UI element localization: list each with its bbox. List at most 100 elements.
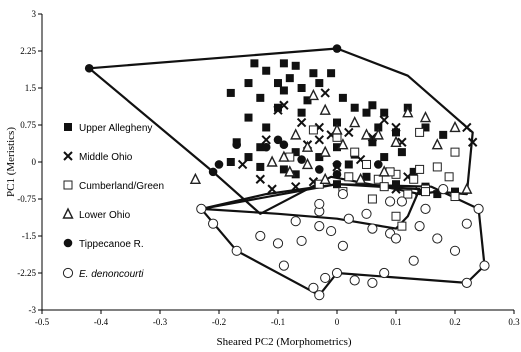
data-point (309, 69, 318, 78)
data-point (226, 88, 235, 97)
data-point (308, 282, 319, 293)
data-point (261, 135, 271, 145)
data-point (314, 179, 324, 189)
data-point (255, 174, 266, 184)
data-point (244, 153, 253, 162)
data-point (337, 138, 349, 150)
data-point (378, 165, 390, 177)
data-point (367, 132, 378, 143)
data-point (315, 153, 324, 162)
y-tick-label: -3 (29, 305, 37, 315)
data-point (461, 182, 473, 194)
data-point (374, 123, 383, 132)
data-point (337, 240, 348, 251)
data-point (449, 120, 461, 133)
data-point (297, 108, 306, 117)
x-tick-label: -0.2 (212, 317, 226, 327)
data-point (296, 117, 307, 128)
y-tick-label: 0.75 (20, 120, 36, 130)
data-point (84, 63, 94, 73)
data-point (290, 128, 302, 140)
data-point (290, 216, 301, 227)
data-point (279, 59, 288, 68)
legend-marker (63, 180, 73, 190)
x-tick-label: -0.5 (35, 317, 50, 327)
data-point (250, 59, 259, 68)
data-point (420, 203, 431, 214)
data-point (320, 272, 331, 284)
data-point (333, 143, 341, 152)
data-point (237, 159, 248, 170)
data-point (332, 170, 342, 179)
data-point (450, 192, 460, 202)
legend-background (60, 180, 150, 192)
data-point (291, 170, 300, 179)
data-point (244, 79, 253, 88)
data-point (379, 267, 390, 279)
y-tick-label: 0 (32, 157, 37, 167)
data-point (256, 93, 265, 102)
data-point (349, 275, 360, 286)
series-4 (84, 44, 383, 179)
data-point (392, 180, 400, 189)
data-point (390, 233, 402, 244)
legend-background (60, 122, 150, 134)
data-point (380, 153, 389, 162)
data-point (449, 245, 461, 256)
data-point (367, 277, 378, 288)
legend: Upper Allegheny Middle Ohio Cumberland/Gre… (60, 122, 164, 280)
data-point (379, 115, 389, 125)
legend-item: Cumberland/Green (60, 180, 164, 192)
data-point (272, 238, 284, 249)
data-point (367, 194, 377, 204)
data-point (244, 113, 253, 122)
data-point (301, 140, 314, 152)
data-point (327, 69, 336, 78)
data-point (314, 290, 325, 301)
data-point (374, 160, 383, 169)
data-point (332, 160, 342, 169)
data-point (307, 88, 320, 101)
data-point (414, 221, 425, 232)
data-point (419, 111, 432, 123)
data-point (314, 221, 325, 232)
x-axis-label: Sheared PC2 (Morphometrics) (216, 336, 351, 348)
data-point (380, 108, 389, 117)
data-point (279, 100, 289, 110)
data-point (315, 79, 324, 88)
data-point (349, 115, 361, 128)
data-point (391, 184, 401, 194)
data-point (403, 189, 413, 199)
data-point (421, 123, 430, 132)
data-point (344, 172, 354, 182)
legend-item: Middle Ohio (60, 151, 150, 163)
data-point (397, 221, 407, 231)
legend-background (60, 209, 150, 221)
legend-background (60, 268, 150, 280)
data-point (296, 235, 307, 247)
data-point (402, 106, 414, 118)
data-point (373, 174, 383, 184)
data-point (354, 172, 367, 184)
data-point (214, 160, 224, 169)
data-point (421, 187, 430, 197)
data-point (278, 260, 289, 271)
y-tick-label: 1.5 (25, 83, 37, 93)
data-point (314, 135, 325, 145)
y-tick-label: 2.25 (20, 46, 36, 56)
data-point (208, 167, 218, 177)
series-2 (285, 125, 460, 231)
data-point (319, 145, 331, 157)
legend-label: Tippecanoe R. (79, 239, 144, 250)
legend-background (60, 151, 150, 163)
data-point (433, 190, 442, 199)
x-tick-label: 0 (335, 317, 340, 327)
data-point (274, 79, 282, 88)
data-point (479, 260, 490, 271)
data-point (396, 196, 407, 207)
data-point (189, 172, 202, 184)
legend-label: Lower Ohio (79, 210, 131, 221)
data-point (439, 130, 448, 139)
x-tick-label: 0.2 (449, 317, 460, 327)
